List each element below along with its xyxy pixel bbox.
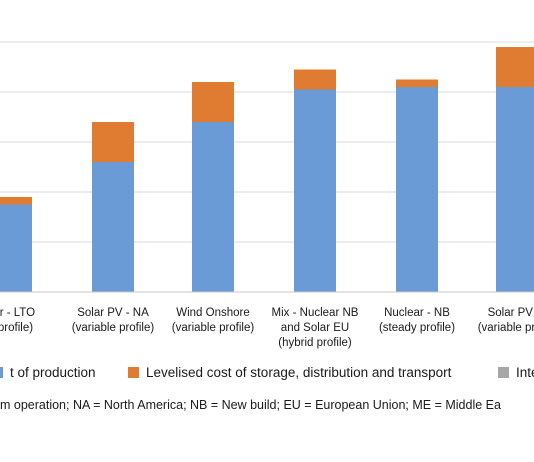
legend-swatch-production: [0, 367, 3, 378]
bars: [0, 47, 534, 292]
legend-label-storage: Levelised cost of storage, distribution …: [146, 365, 452, 380]
legend-item-production: t of production: [0, 365, 96, 380]
bar-segment-s0-c0: [0, 204, 32, 292]
bar-segment-s0-c5: [496, 87, 534, 292]
chart: ear - LTOy profile) Solar PV - NA(variabl…: [0, 41, 534, 349]
x-tick-label: Mix - Nuclear NB and Solar EU (hybrid prof…: [272, 307, 359, 349]
legend-item-storage: Levelised cost of storage, distribution …: [128, 365, 451, 380]
bar-segment-s1-c5: [496, 47, 534, 87]
legend-item-integration: Inte: [498, 365, 534, 380]
legend-label-production: t of production: [10, 365, 96, 380]
bar-segment-s0-c3: [294, 89, 336, 292]
legend-swatch-storage: [128, 367, 139, 378]
x-tick-labels: ear - LTOy profile) Solar PV - NA(variabl…: [0, 307, 534, 349]
bar-segment-s0-c4: [396, 87, 438, 292]
bar-segment-s1-c4: [396, 79, 438, 87]
x-tick-label: Solar PV - NA (variable profile): [72, 307, 155, 334]
x-tick-label: Wind Onshore (variable profile): [172, 307, 255, 334]
x-tick-label: ear - LTOy profile): [0, 307, 35, 334]
legend-label-integration: Inte: [516, 365, 534, 380]
bar-segment-s1-c2: [192, 82, 234, 122]
bar-segment-s0-c1: [92, 162, 134, 292]
gridlines: [0, 41, 534, 243]
legend: t of production Levelised cost of storag…: [0, 365, 534, 385]
bar-segment-s1-c0: [0, 197, 32, 205]
bar-segment-s1-c1: [92, 122, 134, 162]
bar-segment-s0-c2: [192, 122, 234, 292]
x-tick-label: Solar PV - I(variable profile: [478, 307, 534, 334]
bar-segment-s1-c3: [294, 69, 336, 90]
legend-swatch-integration: [498, 367, 509, 378]
x-tick-label: Nuclear - NB (steady profile): [379, 307, 455, 334]
footnote: m operation; NA = North America; NB = Ne…: [0, 398, 501, 412]
